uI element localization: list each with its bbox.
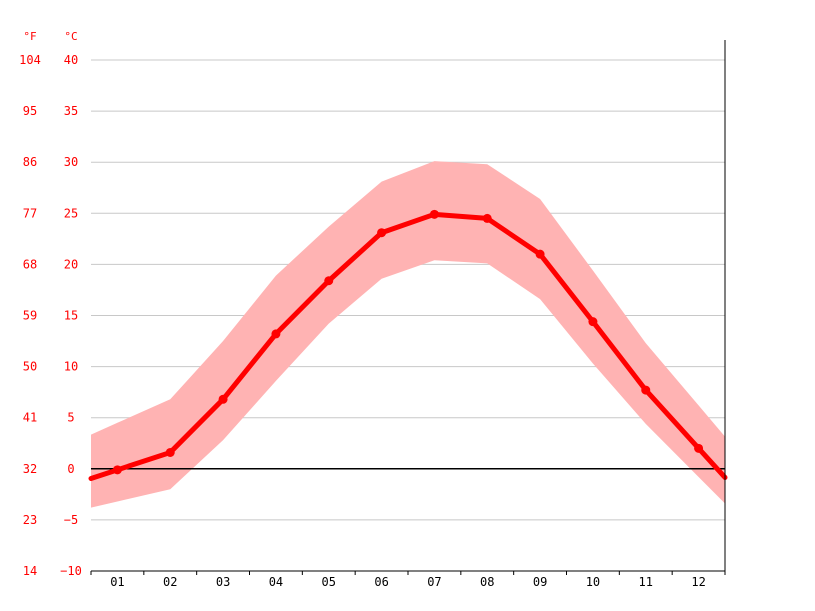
- y-tick-label-f: 68: [23, 257, 37, 271]
- y-tick-label-f: 59: [23, 309, 37, 323]
- data-point: [588, 317, 598, 327]
- x-tick-label: 06: [374, 575, 388, 589]
- x-tick-label: 07: [427, 575, 441, 589]
- data-point: [429, 209, 439, 219]
- y-tick-label-c: 35: [64, 104, 78, 118]
- y-tick-label-c: −5: [64, 513, 78, 527]
- y-tick-label-c: −10: [60, 564, 82, 578]
- x-tick-label: 08: [480, 575, 494, 589]
- data-point: [377, 228, 387, 238]
- y-tick-label-c: 25: [64, 206, 78, 220]
- data-point: [482, 213, 492, 223]
- y-tick-label-f: 95: [23, 104, 37, 118]
- data-point: [641, 385, 651, 395]
- temperature-range-band: [91, 161, 725, 508]
- y-tick-label-f: 23: [23, 513, 37, 527]
- y-tick-label-f: 41: [23, 411, 37, 425]
- y-tick-label-f: 50: [23, 360, 37, 374]
- data-point: [324, 276, 334, 286]
- y-tick-label-c: 20: [64, 257, 78, 271]
- x-tick-label: 03: [216, 575, 230, 589]
- x-tick-label: 09: [533, 575, 547, 589]
- y-tick-label-c: 40: [64, 53, 78, 67]
- y-tick-label-c: 0: [67, 462, 74, 476]
- axes: [90, 40, 726, 575]
- x-tick-label: 01: [110, 575, 124, 589]
- y-tick-label-c: 30: [64, 155, 78, 169]
- x-tick-label: 11: [639, 575, 653, 589]
- x-axis-labels: 01 02 03 04 05 06 07 08 09 10 11 12: [110, 575, 706, 589]
- series-line: [88, 211, 728, 482]
- celsius-unit-label: °C: [64, 30, 77, 43]
- data-point: [165, 447, 175, 457]
- y-tick-label-f: 32: [23, 462, 37, 476]
- data-point: [271, 329, 281, 339]
- data-point: [112, 465, 122, 475]
- y-tick-label-f: 86: [23, 155, 37, 169]
- y-tick-label-f: 77: [23, 206, 37, 220]
- x-tick-label: 02: [163, 575, 177, 589]
- min-max-range-area: [91, 161, 725, 508]
- y-tick-label-c: 5: [67, 411, 74, 425]
- data-point: [218, 394, 228, 404]
- y-tick-label-f: 104: [19, 53, 41, 67]
- x-tick-label: 12: [691, 575, 705, 589]
- y-tick-label-c: 10: [64, 360, 78, 374]
- x-tick-label: 05: [322, 575, 336, 589]
- data-point: [535, 249, 545, 259]
- y-axis-labels: 104 40 95 35 86 30 77 25 68 20 59 15 50 10 41 5 32 0 23 −5 1…: [19, 53, 82, 578]
- temperature-series: [88, 209, 728, 482]
- x-tick-label: 04: [269, 575, 283, 589]
- y-tick-label-c: 15: [64, 309, 78, 323]
- fahrenheit-unit-label: °F: [23, 30, 36, 43]
- x-tick-label: 10: [586, 575, 600, 589]
- data-point: [694, 443, 704, 453]
- y-tick-label-f: 14: [23, 564, 37, 578]
